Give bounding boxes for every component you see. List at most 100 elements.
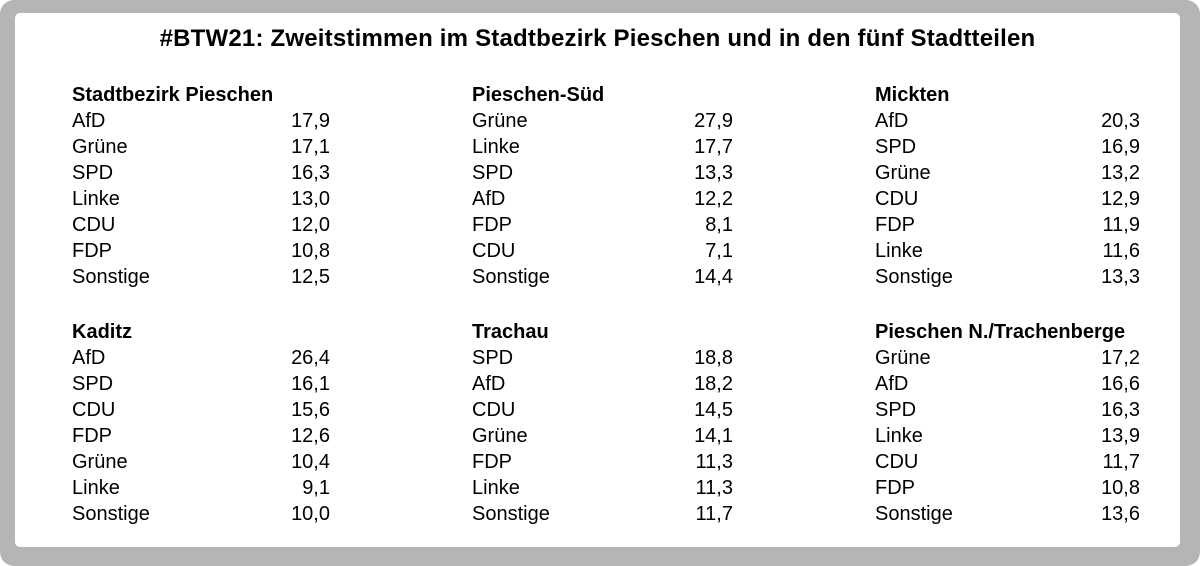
result-row: SPD 18,8 [472, 345, 733, 371]
party-label: CDU [472, 240, 516, 262]
party-label: Linke [472, 136, 520, 158]
results-card: #BTW21: Zweitstimmen im Stadtbezirk Pies… [15, 13, 1180, 547]
results-grid: Stadtbezirk Pieschen AfD 17,9 Grüne 17,1… [15, 82, 1180, 527]
vote-share-value: 12,6 [291, 425, 330, 447]
vote-share-value: 16,1 [291, 373, 330, 395]
result-row: Sonstige 10,0 [72, 501, 330, 527]
vote-share-value: 11,3 [695, 477, 733, 499]
district-block-trachau: Trachau SPD 18,8 AfD 18,2 CDU 14,5 Grün [472, 319, 733, 527]
vote-share-value: 13,6 [1101, 503, 1140, 525]
party-label: FDP [472, 451, 512, 473]
district-name: Stadtbezirk Pieschen [72, 84, 274, 106]
result-row: Grüne 27,9 [472, 108, 733, 134]
result-row: CDU 15,6 [72, 397, 330, 423]
district-name: Kaditz [72, 321, 132, 343]
vote-share-value: 11,9 [1102, 214, 1140, 236]
vote-share-value: 14,4 [694, 266, 733, 288]
result-row: Sonstige 13,6 [875, 501, 1140, 527]
vote-share-value: 12,5 [291, 266, 330, 288]
result-row: CDU 7,1 [472, 238, 733, 264]
party-label: SPD [472, 347, 514, 369]
vote-share-value: 13,2 [1101, 162, 1140, 184]
result-row: AfD 18,2 [472, 371, 733, 397]
result-row: FDP 10,8 [72, 238, 330, 264]
party-label: Grüne [72, 451, 128, 473]
vote-share-value: 11,3 [695, 451, 733, 473]
vote-share-value: 12,2 [694, 188, 733, 210]
vote-share-value: 16,3 [291, 162, 330, 184]
page-title: #BTW21: Zweitstimmen im Stadtbezirk Pies… [159, 25, 1036, 52]
party-label: CDU [72, 214, 116, 236]
vote-share-value: 16,9 [1101, 136, 1140, 158]
vote-share-value: 16,6 [1101, 373, 1140, 395]
vote-share-value: 12,0 [291, 214, 330, 236]
result-row: Grüne 13,2 [875, 160, 1140, 186]
party-label: Linke [72, 188, 120, 210]
result-row: Sonstige 14,4 [472, 264, 733, 290]
party-label: SPD [72, 373, 114, 395]
party-label: CDU [875, 451, 919, 473]
vote-share-value: 11,6 [1102, 240, 1140, 262]
result-row: Linke 17,7 [472, 134, 733, 160]
party-label: Sonstige [472, 266, 550, 288]
party-label: Sonstige [875, 266, 953, 288]
vote-share-value: 13,3 [694, 162, 733, 184]
party-label: SPD [72, 162, 114, 184]
party-label: Grüne [472, 110, 528, 132]
vote-share-value: 10,8 [1101, 477, 1140, 499]
result-row: Grüne 17,1 [72, 134, 330, 160]
vote-share-value: 13,9 [1101, 425, 1140, 447]
party-label: Grüne [72, 136, 128, 158]
result-row: Sonstige 13,3 [875, 264, 1140, 290]
result-row: FDP 12,6 [72, 423, 330, 449]
result-row: FDP 11,9 [875, 212, 1140, 238]
vote-share-value: 20,3 [1101, 110, 1140, 132]
vote-share-value: 13,0 [291, 188, 330, 210]
vote-share-value: 12,9 [1101, 188, 1140, 210]
district-block-pieschen-nord-trachenberge: Pieschen N./Trachenberge Grüne 17,2 AfD … [875, 319, 1140, 527]
party-label: CDU [472, 399, 516, 421]
party-label: AfD [72, 347, 106, 369]
result-row: AfD 26,4 [72, 345, 330, 371]
party-label: AfD [472, 188, 506, 210]
vote-share-value: 18,8 [694, 347, 733, 369]
party-label: Grüne [875, 162, 931, 184]
vote-share-value: 14,1 [694, 425, 733, 447]
vote-share-value: 11,7 [695, 503, 733, 525]
district-block-kaditz: Kaditz AfD 26,4 SPD 16,1 CDU 15,6 FDP [72, 319, 330, 527]
result-row: AfD 16,6 [875, 371, 1140, 397]
vote-share-value: 10,0 [291, 503, 330, 525]
vote-share-value: 17,1 [291, 136, 330, 158]
party-label: FDP [472, 214, 512, 236]
party-label: SPD [875, 399, 917, 421]
result-row: FDP 11,3 [472, 449, 733, 475]
party-label: FDP [875, 214, 915, 236]
vote-share-value: 7,1 [705, 240, 733, 262]
party-label: Linke [72, 477, 120, 499]
vote-share-value: 27,9 [694, 110, 733, 132]
party-label: CDU [875, 188, 919, 210]
party-label: Linke [875, 240, 923, 262]
result-row: FDP 10,8 [875, 475, 1140, 501]
result-row: CDU 14,5 [472, 397, 733, 423]
result-row: CDU 11,7 [875, 449, 1140, 475]
party-label: SPD [875, 136, 917, 158]
party-label: Sonstige [875, 503, 953, 525]
party-label: Sonstige [472, 503, 550, 525]
result-row: SPD 16,1 [72, 371, 330, 397]
district-block-pieschen-sued: Pieschen-Süd Grüne 27,9 Linke 17,7 SPD 1… [472, 82, 733, 290]
district-block-stadtbezirk-pieschen: Stadtbezirk Pieschen AfD 17,9 Grüne 17,1… [72, 82, 330, 290]
party-label: Grüne [875, 347, 931, 369]
result-row: AfD 17,9 [72, 108, 330, 134]
result-row: Linke 13,0 [72, 186, 330, 212]
district-name: Mickten [875, 84, 950, 106]
vote-share-value: 17,9 [291, 110, 330, 132]
party-label: FDP [875, 477, 915, 499]
vote-share-value: 15,6 [291, 399, 330, 421]
result-row: SPD 13,3 [472, 160, 733, 186]
party-label: CDU [72, 399, 116, 421]
result-row: Linke 11,3 [472, 475, 733, 501]
result-row: SPD 16,9 [875, 134, 1140, 160]
